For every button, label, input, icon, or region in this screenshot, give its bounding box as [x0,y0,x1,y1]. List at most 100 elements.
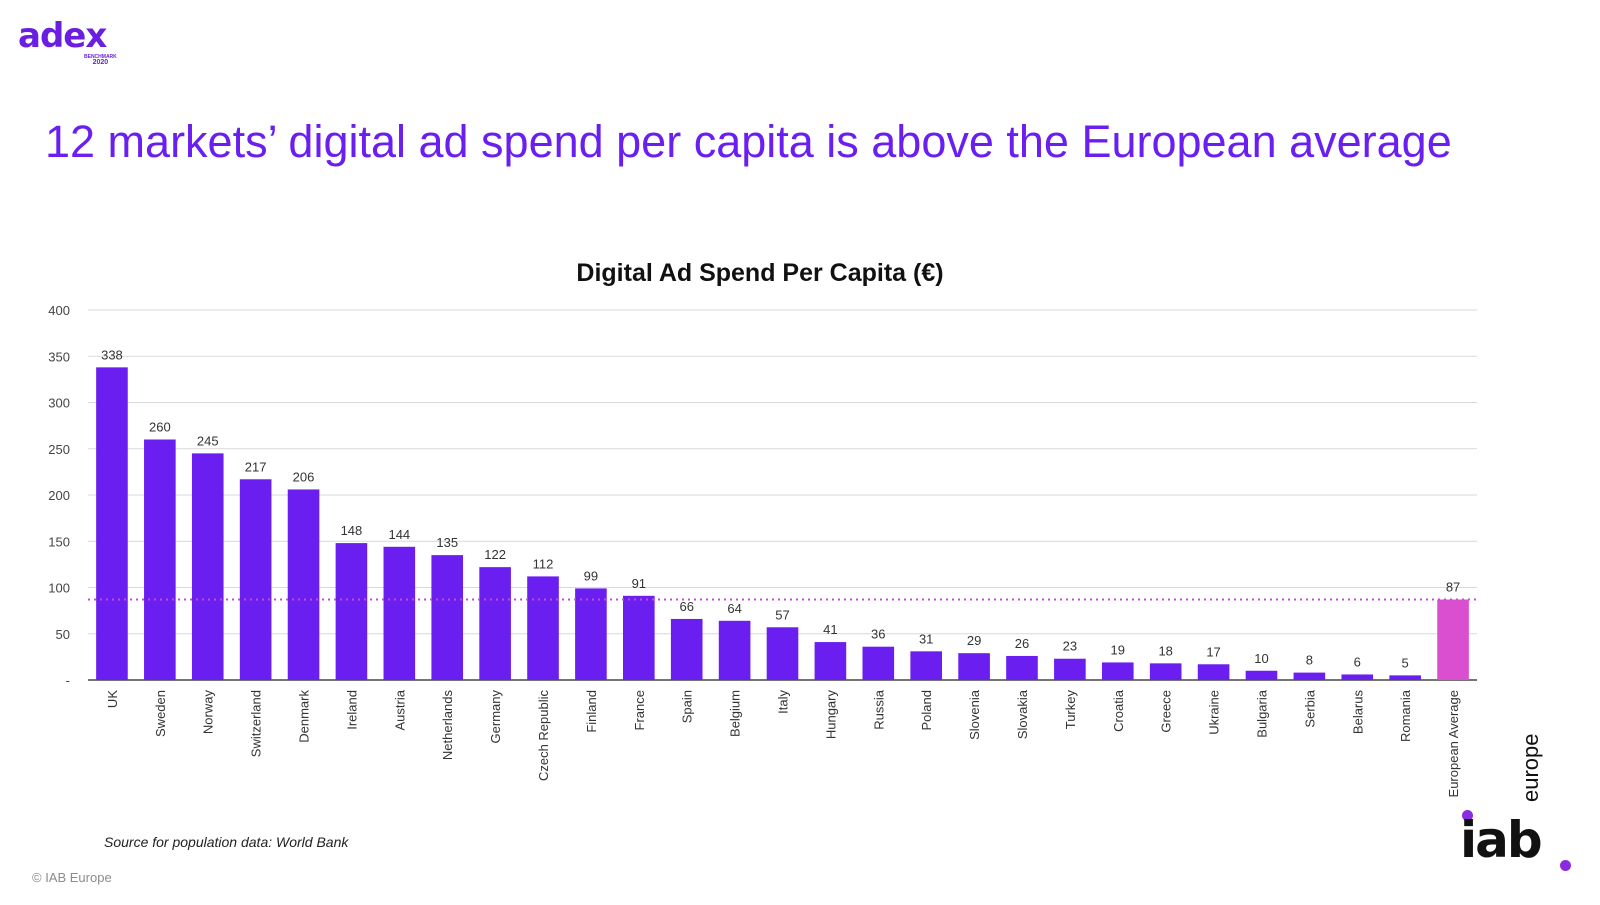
bar [1197,664,1230,680]
bars [96,367,1469,680]
bar [958,653,990,680]
bar [1149,663,1182,680]
y-tick-label: 250 [48,442,70,457]
data-label: 17 [1206,644,1220,659]
data-label: 148 [341,523,363,538]
bar [479,567,511,680]
bar [1054,658,1086,680]
data-label: 64 [727,601,741,616]
x-tick-label: Netherlands [440,690,455,761]
data-label: 206 [293,469,315,484]
data-label: 36 [871,627,885,642]
bar [287,489,320,680]
bar [144,439,176,680]
iab-dot-icon [1462,810,1473,821]
bar [1245,670,1278,680]
data-label: 135 [436,535,458,550]
x-axis: UK Sweden Norway Switzerland Denmark Ireland A… [105,689,1461,797]
bar [1006,655,1038,680]
data-label: 112 [533,556,554,571]
data-label: 144 [388,527,410,542]
x-tick-label: UK [105,690,120,708]
x-tick-label: Belgium [728,690,743,737]
data-label: 10 [1254,651,1268,666]
data-labels: 338 260 245 217 206 148 144 135 122 112 99 91 66 64 57… [101,347,1460,670]
data-label: 8 [1306,653,1313,668]
data-label: 29 [967,633,981,648]
adex-logo-benchmark: BENCHMARK [84,54,117,60]
data-label: 91 [632,576,646,591]
iab-dot2-icon [1560,860,1571,871]
y-tick-label: 100 [48,581,70,596]
y-tick-label: 150 [48,534,70,549]
x-tick-label: Italy [776,690,791,714]
data-label: 217 [245,459,267,474]
data-label: 19 [1111,642,1125,657]
bar [383,546,416,680]
bar [239,479,272,680]
data-label: 41 [823,622,837,637]
chart-title: Digital Ad Spend Per Capita (€) [576,259,943,287]
y-tick-label: 350 [48,349,70,364]
x-tick-label: Finland [584,690,599,733]
iab-europe-logo: iab europe [1460,733,1580,876]
x-tick-label: Russia [871,689,886,730]
bar [766,627,799,680]
bar [431,555,464,680]
x-tick-label: Sweden [153,690,168,737]
bar-european-average [1437,599,1469,680]
data-label: 6 [1354,654,1361,669]
bar [527,576,559,680]
data-label: 260 [149,420,171,435]
x-tick-label: Austria [392,689,407,730]
x-tick-label: Turkey [1063,690,1078,730]
y-axis: - 50 100 150 200 250 300 350 400 [48,303,70,688]
data-label: 57 [775,607,789,622]
x-tick-label: Hungary [823,690,838,740]
data-label: 66 [679,599,693,614]
data-label: 87 [1446,580,1460,595]
x-tick-label: Slovenia [967,689,982,740]
gridlines [88,309,1477,681]
adex-logo-sub: BENCHMARK 2020 [84,54,117,66]
bar [96,367,128,680]
iab-logo-text: iab [1460,811,1543,869]
y-tick-label: 300 [48,396,70,411]
x-tick-label: Denmark [297,690,312,743]
data-label: 99 [584,568,598,583]
x-tick-label: France [632,690,647,730]
y-tick-label: 50 [56,627,70,642]
bar [910,651,942,680]
x-tick-label: Serbia [1302,689,1317,727]
bar [670,618,703,680]
data-label: 23 [1063,639,1077,654]
x-tick-label: Switzerland [249,690,264,757]
y-tick-label: 400 [48,303,70,318]
bar [575,588,607,680]
x-tick-label: Bulgaria [1254,689,1269,737]
data-label: 338 [101,347,123,362]
x-tick-label: Poland [919,690,934,730]
x-tick-label: Belarus [1350,690,1365,735]
x-tick-label: Ireland [344,690,359,730]
bar [814,642,847,680]
bar [862,646,895,680]
bar [191,453,224,680]
slide-title: 12 markets’ digital ad spend per capita … [45,116,1452,167]
x-tick-label: Spain [680,690,695,723]
y-tick-label: 200 [48,488,70,503]
bar [1341,674,1374,680]
data-label: 122 [484,547,506,562]
bar [1389,675,1421,680]
copyright: © IAB Europe [32,870,112,885]
data-label: 5 [1402,655,1409,670]
y-tick-label: - [66,673,70,688]
bar [1101,662,1134,680]
bar [718,620,751,680]
iab-logo-europe: europe [1518,733,1543,802]
bar [623,595,655,680]
x-tick-label: Croatia [1111,689,1126,732]
adex-logo-year: 2020 [92,59,109,66]
data-label: 245 [197,433,219,448]
data-label: 31 [919,631,933,646]
